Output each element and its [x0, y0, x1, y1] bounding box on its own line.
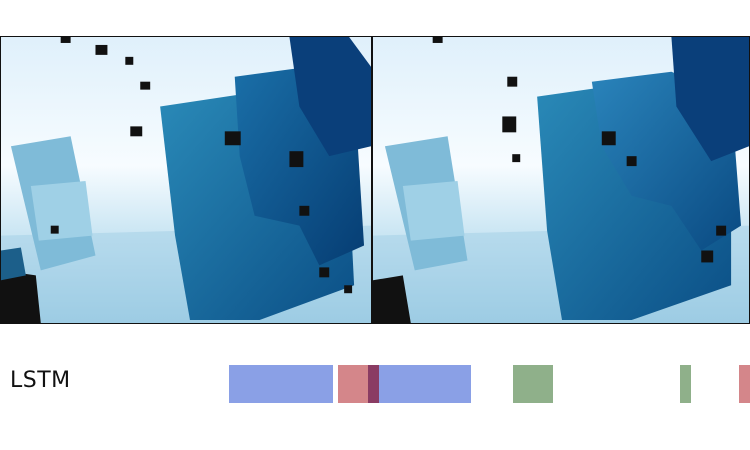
- depth-frame-right: [372, 36, 750, 324]
- depth-frame-left: [0, 36, 372, 324]
- timeline-segment-green-1: [513, 365, 553, 403]
- timeline-segment-red-1: [338, 365, 368, 403]
- timeline-segment-blue-2: [379, 365, 471, 403]
- depth-map-left: [1, 37, 371, 323]
- row-label-lstm: LSTM: [10, 368, 71, 393]
- depth-map-right: [373, 37, 749, 323]
- timeline-segment-red-2: [739, 365, 750, 403]
- timeline-segment-overlap: [368, 365, 379, 403]
- timeline-segment-green-2: [680, 365, 691, 403]
- timeline-segment-blue-1: [229, 365, 333, 403]
